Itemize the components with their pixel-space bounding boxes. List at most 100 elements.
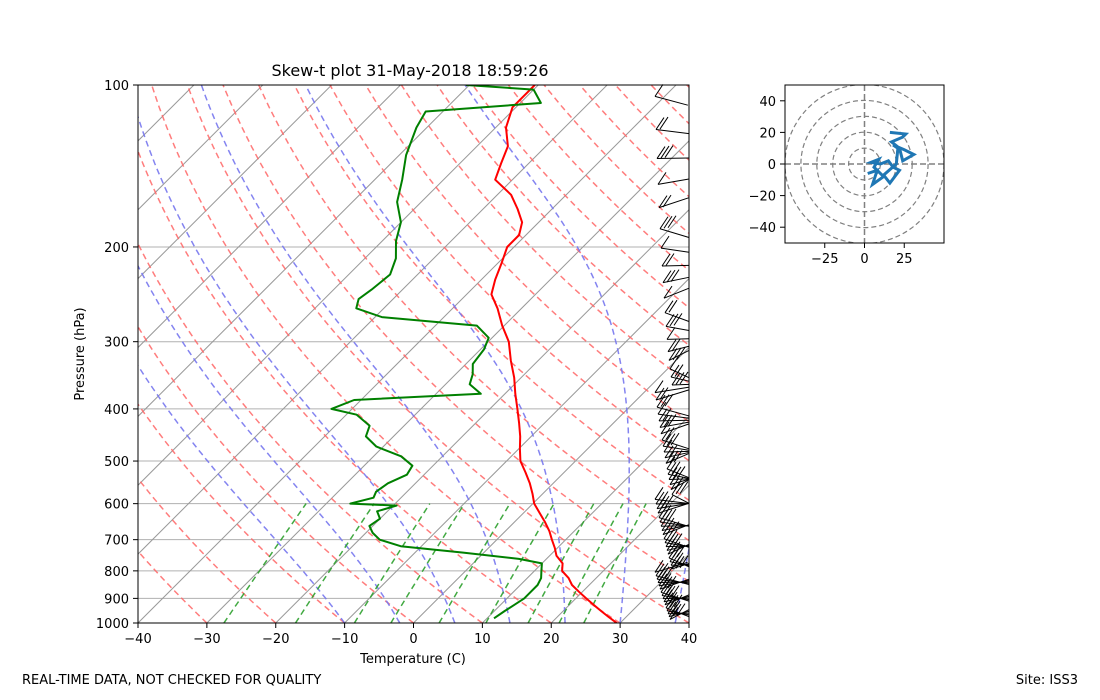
isotherm (619, 553, 689, 623)
wind-barb-staff (654, 386, 689, 394)
hodograph-rings (785, 85, 944, 243)
wind-barb-flag (670, 585, 680, 598)
moist-adiabat (464, 85, 630, 623)
wind-barb-flag (670, 364, 680, 378)
wind-barb-flag (668, 592, 678, 605)
wind-barb-flag (669, 356, 679, 370)
wind-barb-flag (665, 534, 675, 547)
isotherm (206, 140, 689, 623)
wind-barb-staff (670, 479, 690, 491)
wind-barb-flag (672, 466, 682, 480)
wind-barb-staff (660, 423, 690, 435)
wind-barb (657, 172, 690, 185)
wind-barb-flag (654, 380, 664, 393)
wind-barb (665, 313, 690, 332)
wind-barb-flag (671, 338, 681, 352)
wind-barb (669, 607, 690, 620)
dry-adiabat (138, 149, 552, 623)
wind-barb-staff (654, 498, 689, 504)
wind-barb-staff (659, 228, 690, 239)
wind-barb-staff (665, 452, 690, 464)
wind-barb-staff (663, 287, 690, 299)
wind-barb-flag (666, 327, 676, 340)
wind-barb-flag (656, 146, 666, 159)
hodograph-x-tick-label: 25 (896, 252, 913, 267)
isotherm (138, 85, 332, 280)
skewt-background-lines (138, 85, 1100, 623)
wind-barb-flag (667, 414, 677, 427)
wind-barb (657, 570, 690, 584)
isotherm (275, 209, 689, 623)
wind-barb-flag (662, 586, 672, 599)
wind-barb-flag (670, 552, 680, 566)
wind-barb-staff (671, 563, 690, 570)
wind-barb-flag (668, 299, 678, 313)
mixing-ratio-line (353, 503, 431, 623)
wind-barb-flag (662, 433, 672, 447)
wind-barb-staff (656, 502, 690, 510)
wind-barb (664, 444, 690, 459)
wind-barb-flag (660, 394, 670, 407)
wind-barb-flag (663, 215, 673, 229)
wind-barb-staff (657, 178, 690, 185)
wind-barb-flag (665, 253, 675, 266)
moist-adiabat (138, 264, 401, 623)
wind-barb (659, 215, 690, 239)
wind-barb-flag (660, 421, 670, 435)
wind-barb (668, 466, 690, 480)
wind-barb-staff (666, 338, 690, 340)
wind-barb-flag (656, 496, 666, 509)
skewt-profiles (330, 85, 618, 623)
x-tick-label: 40 (681, 632, 698, 647)
wind-barb-flag (664, 565, 674, 579)
wind-barb-staff (668, 478, 690, 480)
wind-barb (656, 393, 690, 417)
hodograph-ring (800, 99, 929, 229)
wind-barb-flag (659, 576, 669, 590)
isotherm (138, 85, 677, 623)
wind-barb-flag (659, 509, 669, 523)
x-tick-label: −40 (124, 632, 151, 647)
wind-barb-staff (656, 406, 690, 417)
wind-barb-staff (663, 450, 690, 453)
wind-barb-flag (674, 476, 684, 490)
skewt-frame (137, 84, 690, 624)
wind-barb-flag (663, 526, 673, 539)
wind-barb-flag (658, 408, 668, 422)
wind-barb-staff (654, 561, 688, 573)
wind-barb-flag (671, 461, 681, 474)
wind-barb-flag (657, 500, 667, 514)
wind-barb-staff (654, 95, 688, 106)
mixing-ratio-line (438, 503, 511, 623)
wind-barb-flag (655, 387, 665, 401)
hodograph-y-tick-label: 20 (759, 126, 776, 141)
wind-barb-flag (665, 427, 675, 440)
wind-barb-flag (666, 433, 676, 446)
wind-barb-flag (664, 495, 674, 508)
dry-adiabat (186, 85, 689, 623)
isotherm (138, 85, 608, 555)
wind-barb-flag (666, 456, 676, 470)
dry-adiabat (138, 477, 277, 623)
wind-barb-flag (667, 461, 677, 475)
wind-barb-flag (675, 372, 685, 385)
wind-barb-flag (679, 555, 689, 569)
wind-barb-flag (670, 269, 680, 282)
wind-barb-flag (669, 607, 679, 620)
wind-barb-flag (656, 394, 666, 408)
isotherm (138, 85, 539, 486)
y-tick-label: 400 (104, 403, 129, 418)
wind-barb-flag (662, 522, 672, 535)
wind-barb-staff (667, 345, 690, 353)
hodograph-x-tick-label: 0 (860, 252, 868, 267)
wind-barb-flag (663, 589, 673, 603)
skewt-axes: −40 −30 −20 −10 0 10 20 30 40 1000 900 800 700 600 500… (96, 79, 697, 647)
wind-barb (659, 414, 690, 428)
wind-barb (663, 439, 690, 453)
wind-barb-flag (660, 513, 670, 527)
wind-barb (670, 476, 690, 491)
dry-adiabat (723, 85, 1100, 623)
wind-barb-flag (654, 487, 664, 500)
wind-barb-flag (662, 408, 672, 421)
wind-barb-flag (672, 347, 682, 361)
